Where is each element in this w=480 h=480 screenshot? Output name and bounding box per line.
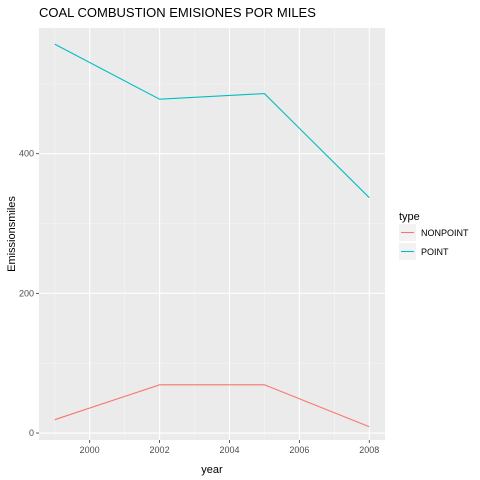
y-tick-label: 200 [19,288,34,298]
x-tick-label: 2006 [289,445,309,455]
plot-panel [39,28,385,440]
x-axis-ticks: 2000 2002 2004 2006 2008 [80,440,379,455]
x-tick-label: 2000 [80,445,100,455]
legend-items: NONPOINT POINT [399,224,469,260]
y-tick-label: 400 [19,149,34,159]
y-axis-title: Emissionsmiles [6,196,18,272]
legend: type NONPOINT POINT [399,211,469,260]
chart-title: COAL COMBUSTION EMISIONES POR MILES [39,5,316,20]
x-tick-label: 2004 [219,445,239,455]
x-tick-label: 2008 [359,445,379,455]
y-tick-label: 0 [29,428,34,438]
x-axis-title: year [201,464,223,476]
legend-label: NONPOINT [421,228,469,238]
legend-label: POINT [421,247,449,257]
y-axis-ticks: 0 200 400 [19,149,39,438]
series-line-nonpoint [54,384,370,428]
legend-title: type [399,211,420,223]
series-line-point [54,43,370,199]
x-tick-label: 2002 [150,445,170,455]
major-grid [39,28,385,440]
series-lines [54,43,370,428]
minor-grid [39,28,385,440]
